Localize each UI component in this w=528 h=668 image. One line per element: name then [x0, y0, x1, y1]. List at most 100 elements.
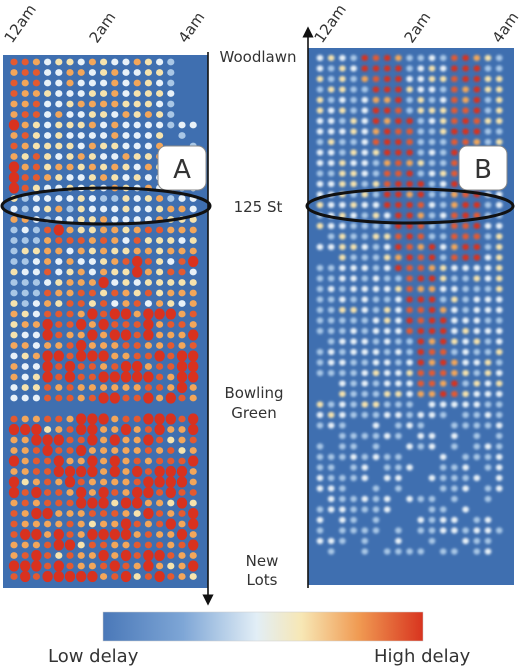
heatmap-dot — [165, 476, 176, 488]
heatmap-dot — [495, 485, 503, 492]
heatmap-dot — [32, 499, 41, 507]
tick-b-2am: 2am — [401, 9, 435, 47]
heatmap-dot — [111, 415, 119, 423]
heatmap-dot — [133, 562, 141, 570]
heatmap-dot — [339, 170, 346, 177]
heatmap-dot — [327, 306, 335, 314]
heatmap-dot — [53, 528, 64, 541]
heatmap-dot — [111, 499, 119, 507]
heatmap-dot — [10, 111, 18, 118]
heatmap-dot — [361, 96, 369, 104]
heatmap-dot — [32, 468, 41, 475]
heatmap-dot — [417, 170, 425, 177]
heatmap-dot — [133, 132, 141, 139]
heatmap-dot — [144, 195, 152, 202]
heatmap-dot — [66, 552, 74, 559]
heatmap-dot — [189, 436, 197, 444]
heatmap-dot — [350, 306, 357, 314]
heatmap-dot — [462, 401, 469, 408]
heatmap-dot — [428, 86, 436, 93]
heatmap-dot — [87, 570, 98, 583]
heatmap-dot — [21, 184, 29, 192]
heatmap-dot — [21, 142, 29, 150]
heatmap-dot — [77, 58, 85, 66]
heatmap-dot — [66, 58, 74, 66]
heatmap-dot — [451, 212, 458, 219]
heatmap-dot — [77, 205, 85, 213]
heatmap-dot — [383, 401, 391, 408]
heatmap-dot — [77, 531, 85, 538]
heatmap-dot — [417, 306, 425, 314]
heatmap-dot — [372, 285, 380, 293]
heatmap-dot — [395, 548, 402, 555]
heatmap-dot — [484, 264, 492, 272]
heatmap-dot — [417, 275, 425, 282]
heatmap-dot — [77, 111, 85, 118]
heatmap-dot — [133, 153, 141, 160]
heatmap-dot — [143, 308, 154, 320]
heatmap-dot — [88, 153, 96, 160]
heatmap-dot — [10, 279, 18, 286]
heatmap-dot — [327, 338, 335, 345]
heatmap-dot — [316, 485, 324, 492]
heatmap-dot — [428, 138, 436, 146]
heatmap-dot — [55, 174, 63, 181]
tick-a-2am: 2am — [86, 9, 120, 47]
heatmap-dot — [316, 222, 324, 230]
heatmap-dot — [55, 447, 63, 454]
heatmap-dot — [21, 300, 29, 307]
heatmap-dot — [406, 306, 413, 314]
heatmap-dot — [339, 222, 346, 230]
heatmap-dot — [383, 432, 391, 440]
heatmap-dot — [495, 96, 503, 104]
heatmap-dot — [144, 237, 152, 244]
heatmap-dot — [495, 296, 503, 303]
heatmap-dot — [87, 528, 98, 541]
heatmap-dot — [88, 69, 96, 76]
heatmap-dot — [156, 237, 164, 244]
heatmap-dot — [439, 285, 447, 293]
heatmap-dot — [428, 516, 436, 524]
heatmap-dot — [327, 369, 335, 377]
heatmap-dot — [55, 342, 63, 349]
heatmap-dot — [372, 527, 380, 534]
heatmap-dot — [133, 352, 141, 360]
heatmap-dot — [21, 79, 29, 87]
heatmap-dot — [484, 527, 492, 534]
panel-b-label: B — [474, 155, 492, 185]
heatmap-dot — [66, 268, 74, 276]
legend-color-bar — [102, 611, 424, 642]
heatmap-dot — [350, 75, 357, 83]
heatmap-dot — [417, 86, 425, 93]
heatmap-dot — [428, 401, 436, 408]
heatmap-dot — [189, 300, 197, 307]
heatmap-dot — [42, 434, 53, 446]
heatmap-dot — [406, 159, 413, 167]
heatmap-dot — [111, 289, 119, 297]
heatmap-dot — [462, 264, 469, 272]
heatmap-dot — [120, 423, 132, 436]
heatmap-dot — [122, 58, 130, 66]
heatmap-dot — [21, 541, 29, 549]
heatmap-dot — [55, 426, 63, 433]
heatmap-dot — [144, 384, 152, 391]
heatmap-dot — [167, 457, 175, 465]
heatmap-dot — [77, 258, 85, 265]
heatmap-dot — [44, 310, 52, 318]
heatmap-dot — [406, 317, 413, 324]
heatmap-dot — [406, 548, 413, 555]
heatmap-dot — [451, 432, 458, 440]
heatmap-dot — [473, 359, 481, 366]
heatmap-dot — [53, 350, 64, 362]
heatmap-dot — [178, 258, 186, 265]
heatmap-dot — [133, 279, 141, 286]
heatmap-dot — [383, 149, 391, 156]
heatmap-dot — [339, 201, 346, 209]
heatmap-dot — [64, 570, 76, 583]
heatmap-dot — [144, 58, 152, 66]
heatmap-dot — [120, 371, 132, 383]
heatmap-dot — [327, 107, 335, 114]
heatmap-dot — [133, 426, 141, 433]
heatmap-dot — [395, 233, 402, 240]
heatmap-dot — [361, 527, 369, 534]
